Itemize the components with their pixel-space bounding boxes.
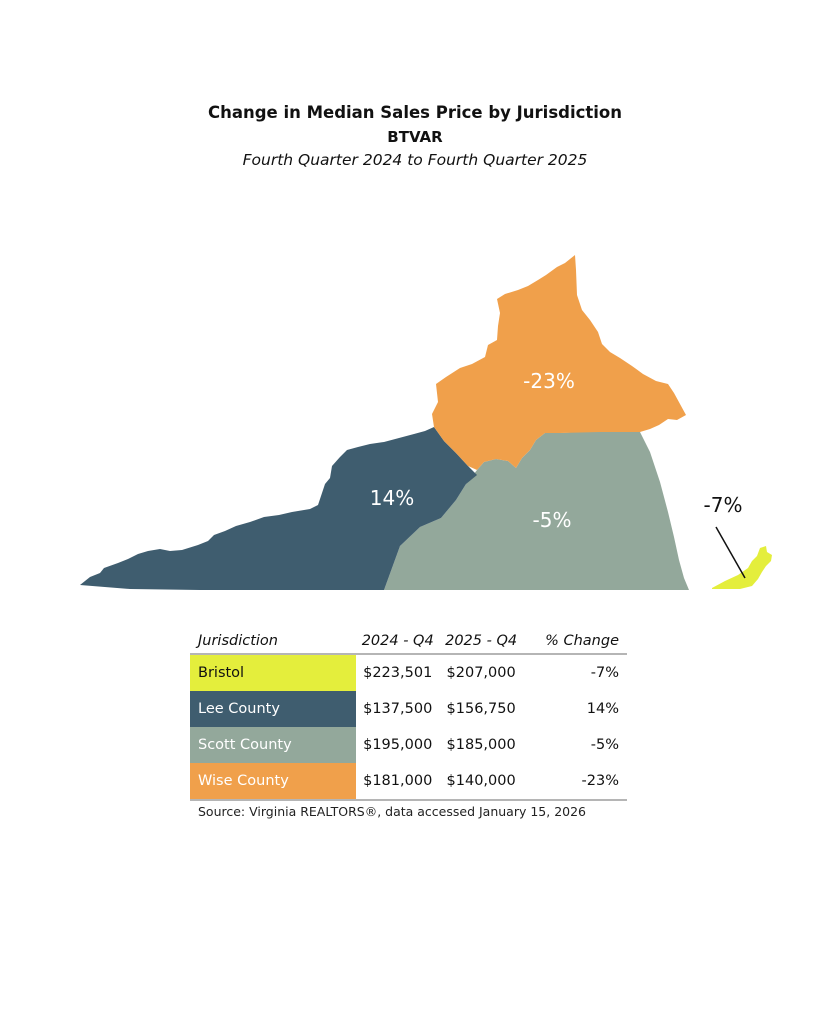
- region-lee-county: [80, 427, 477, 590]
- chart-period: Fourth Quarter 2024 to Fourth Quarter 20…: [242, 151, 588, 169]
- cell-jurisdiction: Lee County: [190, 691, 356, 727]
- cell-2025-q4: $156,750: [446, 701, 516, 717]
- cell-2024-q4: $181,000: [356, 763, 440, 801]
- region-scott-county: [384, 432, 689, 590]
- cell-pct-change: -7%: [590, 665, 619, 681]
- chart-subtitle: BTVAR: [387, 128, 443, 146]
- price-table: Jurisdiction 2024 - Q4 2025 - Q4 % Chang…: [190, 628, 627, 801]
- header-2024-q4: 2024 - Q4: [356, 628, 440, 655]
- region-wise-county: [432, 255, 686, 470]
- bristol-callout-line: [715, 526, 746, 579]
- source-note: Source: Virginia REALTORS®, data accesse…: [198, 804, 587, 819]
- header-pct-change: % Change: [522, 628, 627, 655]
- chart-title: Change in Median Sales Price by Jurisdic…: [207, 103, 623, 122]
- cell-jurisdiction: Wise County: [190, 763, 356, 801]
- table-row: Bristol $223,501 $207,000 -7%: [190, 654, 627, 691]
- table-row: Scott County $195,000 $185,000 -5%: [190, 727, 627, 763]
- cell-jurisdiction: Scott County: [190, 727, 356, 763]
- cell-2024-q4: $223,501: [363, 665, 433, 681]
- table-row: Lee County $137,500 $156,750 14%: [190, 691, 627, 727]
- cell-jurisdiction: Bristol: [190, 654, 356, 691]
- cell-2025-q4: $207,000: [446, 665, 516, 681]
- jurisdiction-map: 14% -5% -23% -7%: [80, 255, 772, 590]
- label-lee-county: 14%: [370, 486, 414, 510]
- label-bristol: -7%: [704, 493, 743, 517]
- label-wise-county: -23%: [523, 369, 575, 393]
- cell-2025-q4: $185,000: [446, 737, 516, 753]
- region-bristol: [712, 546, 772, 589]
- cell-pct-change: -23%: [522, 763, 627, 801]
- cell-2025-q4: $140,000: [439, 763, 523, 801]
- table-header-row: Jurisdiction 2024 - Q4 2025 - Q4 % Chang…: [190, 628, 627, 655]
- table-row: Wise County $181,000 $140,000 -23%: [190, 763, 627, 801]
- cell-2024-q4: $195,000: [363, 737, 433, 753]
- cell-pct-change: -5%: [590, 737, 619, 753]
- header-jurisdiction: Jurisdiction: [190, 628, 356, 655]
- cell-2024-q4: $137,500: [363, 701, 433, 717]
- header-2025-q4: 2025 - Q4: [439, 628, 523, 655]
- label-scott-county: -5%: [533, 508, 572, 532]
- cell-pct-change: 14%: [586, 701, 619, 717]
